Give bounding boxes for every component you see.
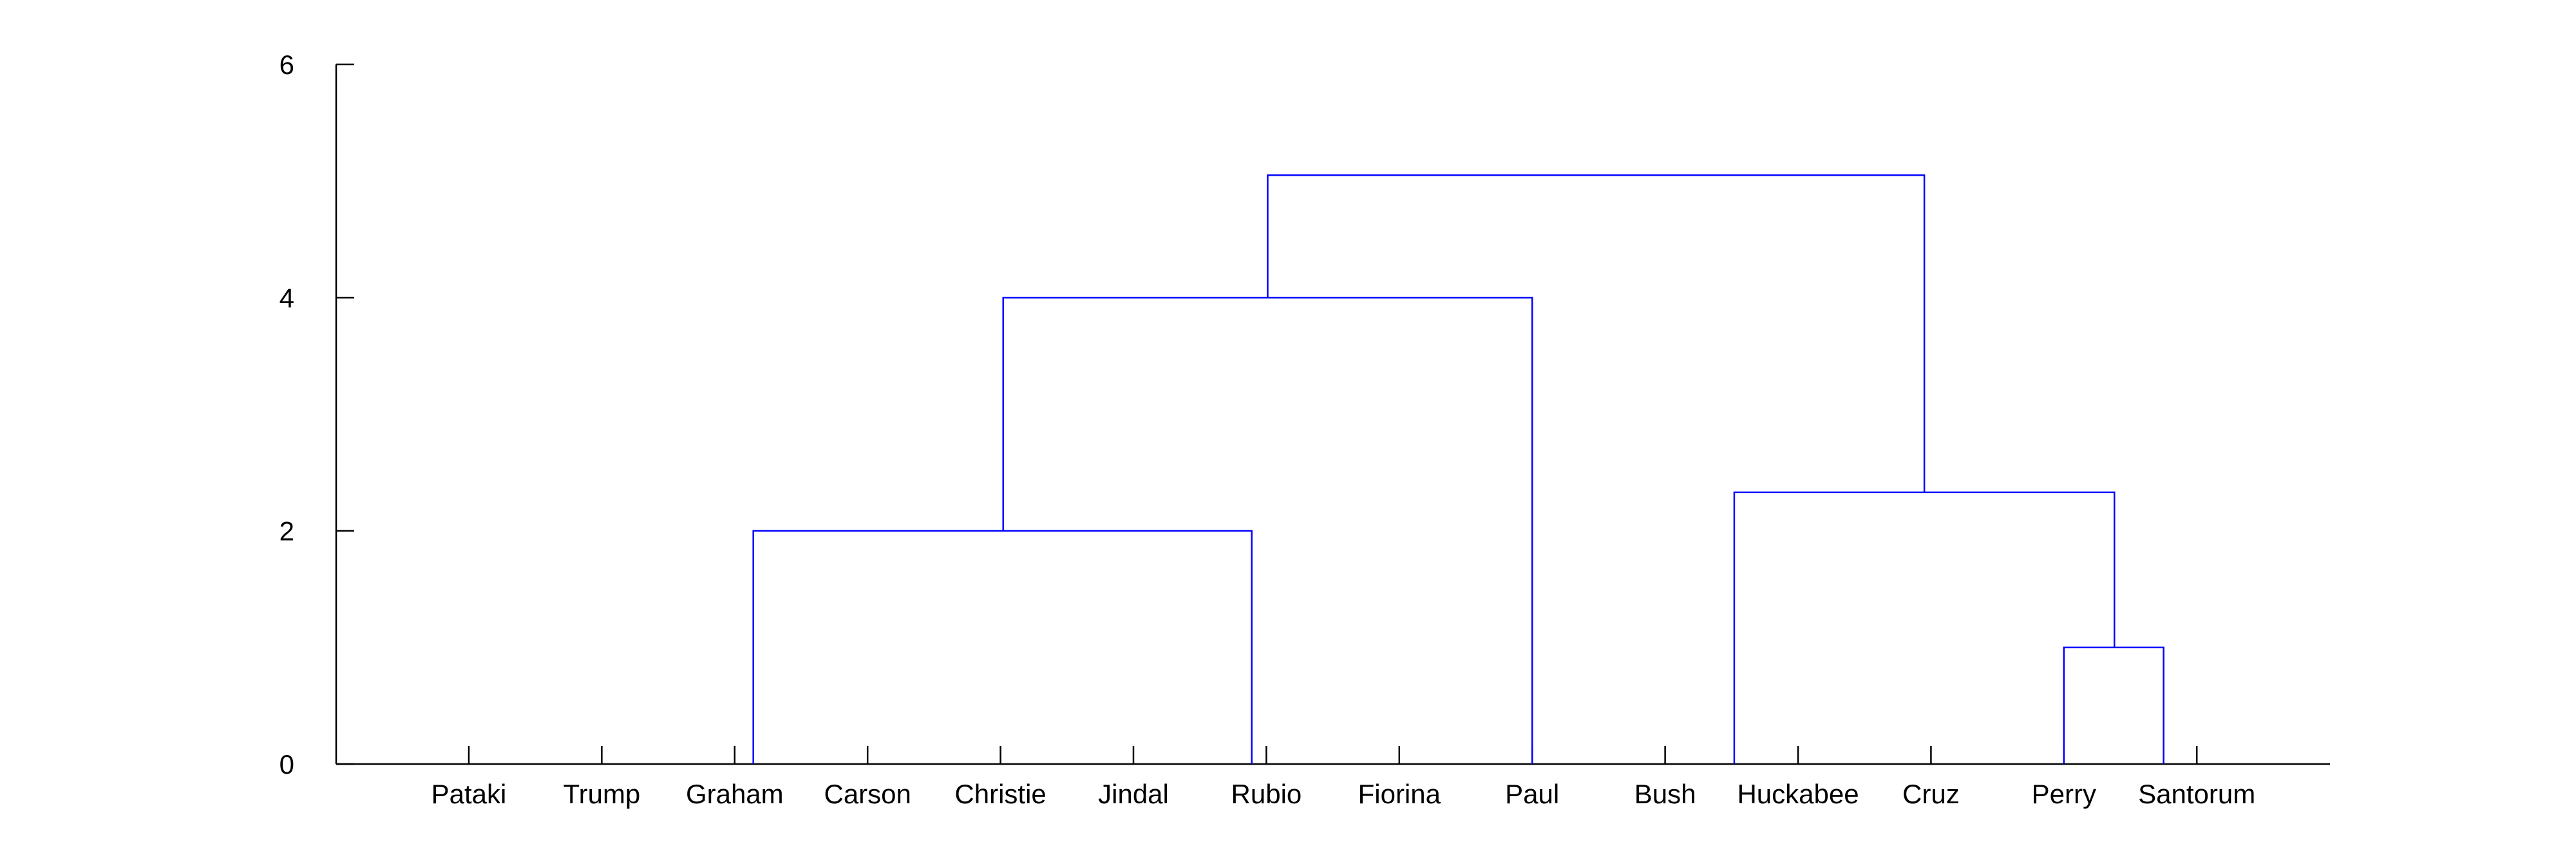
leaf-label-graham: Graham [686,779,784,809]
leaf-label-jindal: Jindal [1098,779,1169,809]
tick-labels: 0 2 4 6 Pataki Trump Graham Carson Christie Jinda… [279,50,2256,809]
y-tick-label: 4 [279,283,294,313]
dendrogram-link-5 [1267,174,1926,492]
dendrogram-link-1 [752,530,1253,764]
dendrogram-link-4 [1733,491,2116,764]
axes [335,63,2330,765]
leaf-label-rubio: Rubio [1231,779,1302,809]
leaf-label-santorum: Santorum [2138,779,2255,809]
leaf-label-paul: Paul [1505,779,1559,809]
leaf-label-carson: Carson [824,779,911,809]
leaf-label-cruz: Cruz [1902,779,1960,809]
y-tick-label: 6 [279,50,294,80]
y-tick-label: 0 [279,749,294,779]
y-tick-label: 2 [279,516,294,546]
leaf-label-huckabee: Huckabee [1737,779,1859,809]
leaf-label-pataki: Pataki [431,779,507,809]
dendrogram-link-3 [2063,646,2164,764]
leaf-label-christie: Christie [954,779,1046,809]
leaf-label-bush: Bush [1634,779,1696,809]
dendrogram-links [752,174,2164,764]
leaf-label-perry: Perry [2032,779,2096,809]
leaf-label-trump: Trump [564,779,641,809]
leaf-label-fiorina: Fiorina [1358,779,1441,809]
